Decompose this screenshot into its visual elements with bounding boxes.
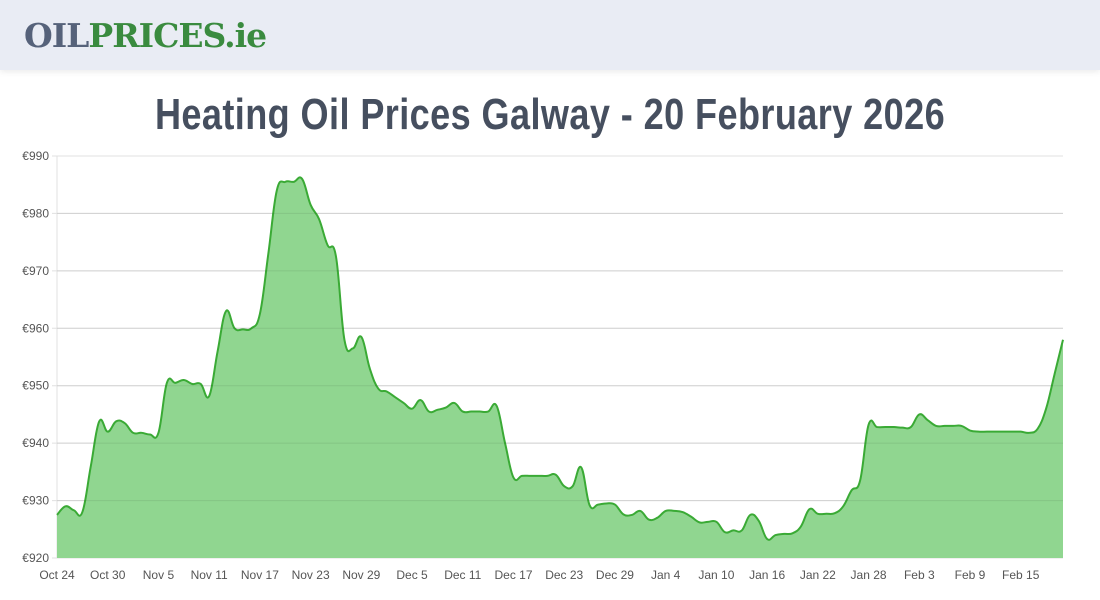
- page-title: Heating Oil Prices Galway - 20 February …: [154, 90, 946, 139]
- x-tick-label: Feb 15: [1002, 568, 1040, 582]
- x-tick-label: Nov 11: [191, 568, 228, 582]
- x-tick-label: Jan 16: [749, 568, 785, 582]
- y-tick-label: €990: [22, 149, 49, 163]
- y-tick-label: €980: [22, 206, 49, 220]
- logo-oil-text: OIL: [24, 16, 89, 55]
- x-tick-label: Dec 11: [444, 568, 481, 582]
- x-tick-label: Dec 23: [545, 568, 583, 582]
- site-logo[interactable]: OILPRICES.ie: [24, 16, 267, 56]
- y-tick-label: €960: [22, 321, 49, 335]
- x-tick-label: Jan 22: [800, 568, 836, 582]
- y-tick-label: €930: [22, 494, 49, 508]
- x-tick-label: Oct 30: [90, 568, 126, 582]
- x-tick-label: Nov 17: [241, 568, 279, 582]
- x-tick-label: Dec 29: [596, 568, 634, 582]
- x-axis: Oct 24 Oct 30 Nov 5 Nov 11 Nov 17 Nov 23 Nov 2…: [39, 568, 1039, 582]
- site-header: OILPRICES.ie: [0, 0, 1100, 70]
- y-tick-label: €920: [22, 551, 49, 565]
- logo-prices-text: PRICES: [88, 16, 225, 55]
- x-tick-label: Jan 28: [851, 568, 887, 582]
- x-tick-label: Nov 23: [292, 568, 330, 582]
- x-tick-label: Nov 5: [143, 568, 175, 582]
- price-line: [56, 176, 1064, 541]
- x-tick-label: Dec 5: [396, 568, 428, 582]
- price-area-fill: [57, 177, 1063, 558]
- x-tick-label: Oct 24: [39, 568, 75, 582]
- y-tick-label: €970: [22, 264, 49, 278]
- x-tick-label: Feb 3: [904, 568, 935, 582]
- y-tick-label: €940: [22, 436, 49, 450]
- x-tick-label: Jan 10: [698, 568, 734, 582]
- x-tick-label: Nov 29: [342, 568, 380, 582]
- logo-tld-text: .ie: [224, 16, 267, 55]
- x-tick-label: Jan 4: [651, 568, 681, 582]
- y-tick-label: €950: [22, 379, 49, 393]
- x-tick-label: Dec 17: [494, 568, 532, 582]
- x-tick-label: Feb 9: [955, 568, 986, 582]
- y-axis: €920 €930 €940 €950 €960 €970 €980 €990: [22, 149, 49, 565]
